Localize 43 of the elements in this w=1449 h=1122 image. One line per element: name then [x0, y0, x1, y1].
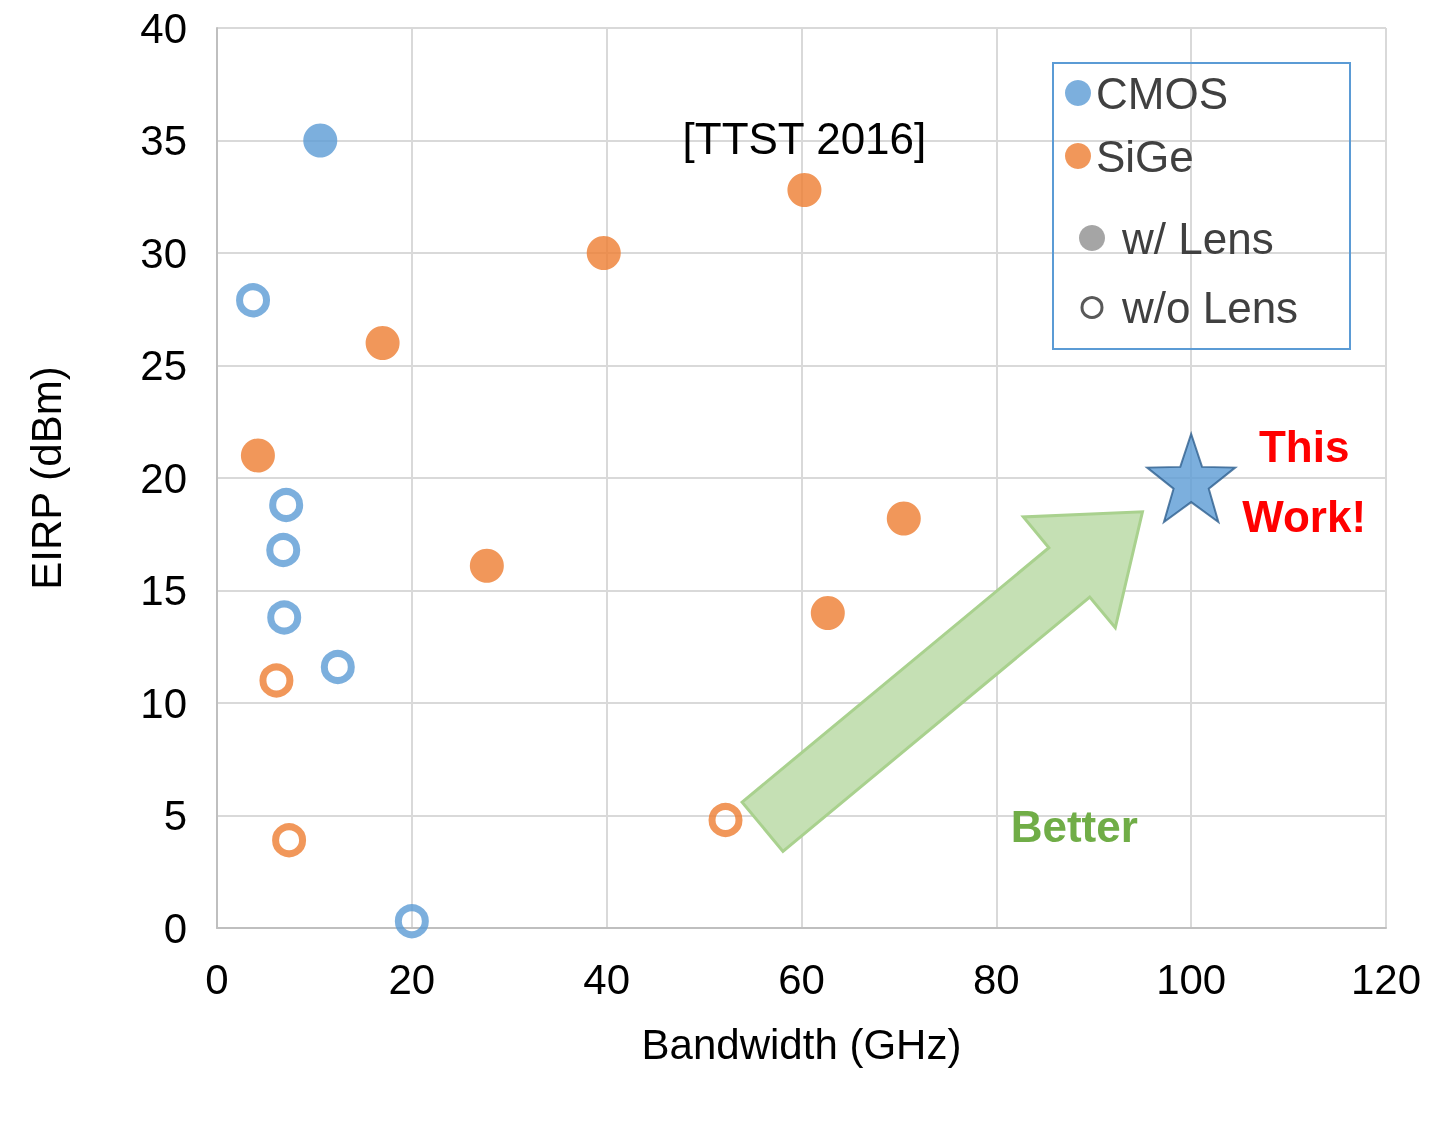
y-tick-label: 30	[140, 229, 187, 277]
point	[303, 123, 338, 158]
legend-label: SiGe	[1096, 131, 1194, 181]
point	[469, 548, 504, 583]
x-axis-title: Bandwidth (GHz)	[641, 1020, 962, 1068]
point	[586, 236, 621, 270]
annotation: w/o Lens	[1121, 283, 1299, 332]
x-tick-label: 60	[778, 955, 825, 1003]
x-tick-label: 80	[972, 955, 1020, 1003]
point	[240, 438, 275, 473]
x-tick-label: 20	[388, 955, 436, 1003]
legend-label: CMOS	[1096, 68, 1228, 118]
annotation: w/ Lens	[1121, 213, 1274, 263]
point	[259, 663, 294, 698]
y-tick-label: 25	[140, 342, 187, 389]
y-axis-title: EIRP (dBm)	[22, 366, 70, 590]
y-tick-label: 5	[163, 792, 187, 839]
annotation: Better	[1010, 802, 1138, 852]
y-tick-label: 40	[140, 4, 187, 52]
x-tick-label: 100	[1156, 955, 1227, 1003]
annotation: This Work!	[1242, 421, 1367, 541]
point	[236, 283, 271, 318]
point	[886, 501, 921, 536]
point	[269, 488, 304, 522]
point	[708, 803, 743, 837]
point	[365, 326, 400, 360]
point	[394, 904, 429, 939]
point	[272, 823, 307, 858]
point	[787, 173, 822, 207]
x-tick-label: 0	[205, 955, 229, 1003]
annotation: [TTST 2016]	[682, 113, 927, 163]
y-tick-label: 35	[140, 117, 187, 164]
y-tick-label: 15	[140, 567, 187, 614]
point	[810, 596, 845, 630]
point	[266, 533, 301, 567]
y-tick-label: 10	[140, 679, 187, 727]
x-tick-label: 120	[1350, 955, 1422, 1003]
y-tick-label: 0	[163, 904, 187, 952]
point	[267, 600, 302, 635]
point	[1146, 433, 1237, 523]
x-tick-label: 40	[583, 955, 631, 1003]
point	[320, 650, 355, 684]
y-tick-label: 20	[140, 454, 187, 502]
